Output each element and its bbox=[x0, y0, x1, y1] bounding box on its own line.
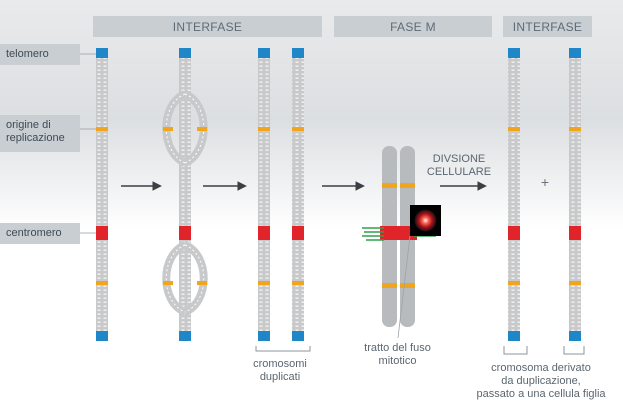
chromosome-duplicate-b-centromere bbox=[292, 226, 304, 240]
kinetochore-spot bbox=[414, 209, 437, 232]
label-origine-line2: replicazione bbox=[6, 132, 65, 144]
chromosome-duplicate-b bbox=[292, 48, 304, 341]
chromosome-duplicate-b-origin-1 bbox=[292, 127, 304, 131]
chromosome-initial bbox=[96, 48, 108, 341]
phase-interfase-2: INTERFASE bbox=[503, 16, 592, 37]
caption-fuso-line2: mitotico bbox=[378, 355, 417, 367]
chromosome-daughter-b-origin-1 bbox=[569, 127, 581, 131]
caption-tratto-fuso: tratto del fuso mitotico bbox=[345, 342, 450, 368]
chromosome-daughter-a bbox=[508, 48, 520, 341]
mitotic-chromosome bbox=[380, 146, 417, 327]
phase-interfase-2-label: INTERFASE bbox=[512, 19, 583, 34]
caption-derivato-line3: passato a una cellula figlia bbox=[476, 388, 606, 400]
phase-fase-m-label: FASE M bbox=[390, 19, 436, 34]
caption-cromosomi-duplicati: cromosomi duplicati bbox=[240, 358, 320, 384]
divisione-line2: CELLULARE bbox=[426, 166, 492, 178]
label-divisione-cellulare: DIVSIONE CELLULARE bbox=[420, 153, 498, 179]
replication-bubbles bbox=[162, 90, 208, 316]
chromosome-duplicate-a-origin-2 bbox=[258, 281, 270, 285]
chromosome-duplicate-b-telomere-bottom bbox=[292, 331, 304, 341]
chromosome-daughter-a-telomere-top bbox=[508, 48, 520, 58]
caption-fuso-line1: tratto del fuso bbox=[364, 342, 431, 354]
chromosome-duplicate-a bbox=[258, 48, 270, 341]
label-centromero-text: centromero bbox=[6, 227, 62, 239]
leader-lines bbox=[80, 53, 96, 234]
phase-interfase-1-label: INTERFASE bbox=[172, 19, 243, 34]
caption-cromosoma-derivato: cromosoma derivato da duplicazione, pass… bbox=[459, 362, 623, 401]
label-origine-replicazione: origine di replicazione bbox=[0, 115, 80, 152]
label-telomero-text: telomero bbox=[6, 48, 49, 60]
chromosome-daughter-a-origin-1 bbox=[508, 127, 520, 131]
chromosome-duplicate-a-centromere bbox=[258, 226, 270, 240]
caption-derivato-line1: cromosoma derivato bbox=[491, 362, 591, 374]
chromosome-replicating-centromere bbox=[179, 226, 191, 240]
caption-derivato-line2: da duplicazione, bbox=[501, 375, 581, 387]
label-origine-line1: origine di bbox=[6, 119, 51, 131]
chromosome-daughter-b-origin-2 bbox=[569, 281, 581, 285]
chromosome-daughter-a-telomere-bottom bbox=[508, 331, 520, 341]
chromosome-initial-telomere-bottom bbox=[96, 331, 108, 341]
chromosome-initial-centromere bbox=[96, 226, 108, 240]
chromosome-duplicate-a-origin-1 bbox=[258, 127, 270, 131]
caption-cromosomi-line2: duplicati bbox=[259, 371, 301, 383]
chromosome-replicating bbox=[179, 48, 191, 341]
chromosome-duplicate-a-telomere-bottom bbox=[258, 331, 270, 341]
chromosome-daughter-a-centromere bbox=[508, 226, 520, 240]
brackets bbox=[255, 346, 585, 355]
caption-cromosomi-line1: cromosomi bbox=[253, 358, 307, 370]
plus-sign: + bbox=[540, 174, 550, 190]
phase-fase-m: FASE M bbox=[334, 16, 492, 37]
chromosome-daughter-b-telomere-bottom bbox=[569, 331, 581, 341]
chromosome-duplicate-b-telomere-top bbox=[292, 48, 304, 58]
chromosome-replicating-telomere-bottom bbox=[179, 331, 191, 341]
label-centromero: centromero bbox=[0, 223, 80, 244]
chromosome-daughter-b-centromere bbox=[569, 226, 581, 240]
phase-interfase-1: INTERFASE bbox=[93, 16, 322, 37]
chromosome-duplicate-a-telomere-top bbox=[258, 48, 270, 58]
chromosome-daughter-a-origin-2 bbox=[508, 281, 520, 285]
chromosome-daughter-b-telomere-top bbox=[569, 48, 581, 58]
chromosome-duplicate-b-origin-2 bbox=[292, 281, 304, 285]
chromosome-initial-telomere-top bbox=[96, 48, 108, 58]
chromosome-initial-origin-2 bbox=[96, 281, 108, 285]
label-telomero: telomero bbox=[0, 44, 80, 65]
chromosome-initial-origin-1 bbox=[96, 127, 108, 131]
chromosome-daughter-b bbox=[569, 48, 581, 341]
divisione-line1: DIVSIONE bbox=[432, 153, 486, 165]
chromosome-replicating-telomere-top bbox=[179, 48, 191, 58]
